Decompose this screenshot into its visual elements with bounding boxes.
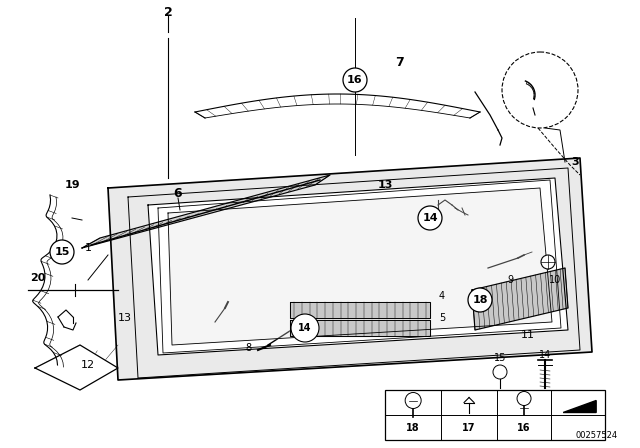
Polygon shape bbox=[35, 345, 118, 390]
Polygon shape bbox=[472, 268, 568, 330]
Text: 00257524: 00257524 bbox=[576, 431, 618, 440]
Text: 20: 20 bbox=[30, 273, 45, 283]
Text: 10: 10 bbox=[549, 275, 561, 285]
Circle shape bbox=[50, 240, 74, 264]
Text: 19: 19 bbox=[64, 180, 80, 190]
Text: 2: 2 bbox=[164, 5, 172, 18]
Circle shape bbox=[343, 68, 367, 92]
Text: 3: 3 bbox=[571, 157, 579, 167]
Circle shape bbox=[468, 288, 492, 312]
Polygon shape bbox=[108, 158, 592, 380]
Text: 13: 13 bbox=[118, 313, 132, 323]
Text: 13: 13 bbox=[378, 180, 393, 190]
Text: 5: 5 bbox=[439, 313, 445, 323]
Circle shape bbox=[541, 255, 555, 269]
Text: 15: 15 bbox=[54, 247, 70, 257]
Bar bbox=[385, 390, 605, 440]
Text: 14: 14 bbox=[422, 213, 438, 223]
Polygon shape bbox=[290, 320, 430, 336]
Polygon shape bbox=[290, 302, 430, 318]
Text: 14: 14 bbox=[539, 350, 551, 360]
Circle shape bbox=[418, 206, 442, 230]
Text: 7: 7 bbox=[396, 56, 404, 69]
Text: 6: 6 bbox=[173, 186, 182, 199]
Circle shape bbox=[493, 365, 507, 379]
Polygon shape bbox=[168, 188, 552, 345]
Circle shape bbox=[502, 52, 578, 128]
Text: 18: 18 bbox=[406, 422, 420, 432]
Text: 15: 15 bbox=[494, 353, 506, 363]
Text: 18: 18 bbox=[472, 295, 488, 305]
Text: 4: 4 bbox=[439, 291, 445, 301]
Circle shape bbox=[405, 392, 421, 409]
Text: 1: 1 bbox=[84, 243, 92, 253]
Polygon shape bbox=[563, 401, 596, 413]
Text: 17: 17 bbox=[462, 422, 476, 432]
Text: 16: 16 bbox=[347, 75, 363, 85]
Polygon shape bbox=[148, 178, 568, 355]
Text: 8: 8 bbox=[245, 343, 251, 353]
Text: 12: 12 bbox=[81, 360, 95, 370]
Polygon shape bbox=[82, 175, 330, 248]
Circle shape bbox=[517, 392, 531, 405]
Text: 14: 14 bbox=[298, 323, 312, 333]
Circle shape bbox=[291, 314, 319, 342]
Text: 11: 11 bbox=[521, 330, 535, 340]
Text: 9: 9 bbox=[507, 275, 513, 285]
Text: 16: 16 bbox=[517, 422, 531, 432]
